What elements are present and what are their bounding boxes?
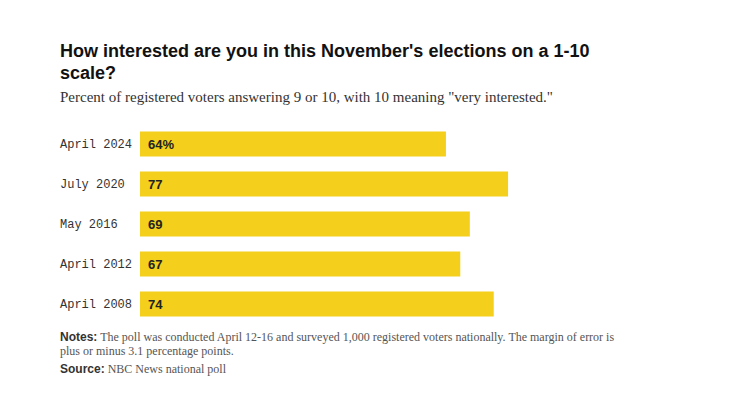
source-label: Source: bbox=[60, 362, 105, 376]
category-labels: April 2024 July 2020 May 2016 April 2012 Apr… bbox=[60, 138, 132, 312]
data-label: 74 bbox=[148, 297, 163, 312]
subtitle: Percent of registered voters answering 9… bbox=[60, 89, 700, 106]
data-label: 64% bbox=[148, 137, 174, 152]
notes-label: Notes: bbox=[60, 330, 97, 344]
category-label: April 2012 bbox=[60, 258, 132, 272]
category-label: April 2024 bbox=[60, 138, 132, 152]
bars bbox=[140, 132, 508, 317]
bar bbox=[140, 252, 460, 277]
category-label: May 2016 bbox=[60, 218, 118, 232]
bar bbox=[140, 292, 494, 317]
category-label: April 2008 bbox=[60, 298, 132, 312]
data-label: 67 bbox=[148, 257, 162, 272]
bar bbox=[140, 212, 470, 237]
data-label: 77 bbox=[148, 177, 162, 192]
title: How interested are you in this November'… bbox=[60, 40, 630, 84]
source-text: NBC News national poll bbox=[108, 362, 226, 376]
notes-text: The poll was conducted April 12-16 and s… bbox=[60, 330, 614, 358]
data-labels: 64% 77 69 67 74 bbox=[148, 137, 174, 312]
bar bbox=[140, 132, 446, 157]
category-label: July 2020 bbox=[60, 178, 125, 192]
data-label: 69 bbox=[148, 217, 162, 232]
notes: Notes: The poll was conducted April 12-1… bbox=[60, 330, 630, 358]
bar bbox=[140, 172, 508, 197]
source: Source: NBC News national poll bbox=[60, 362, 630, 377]
